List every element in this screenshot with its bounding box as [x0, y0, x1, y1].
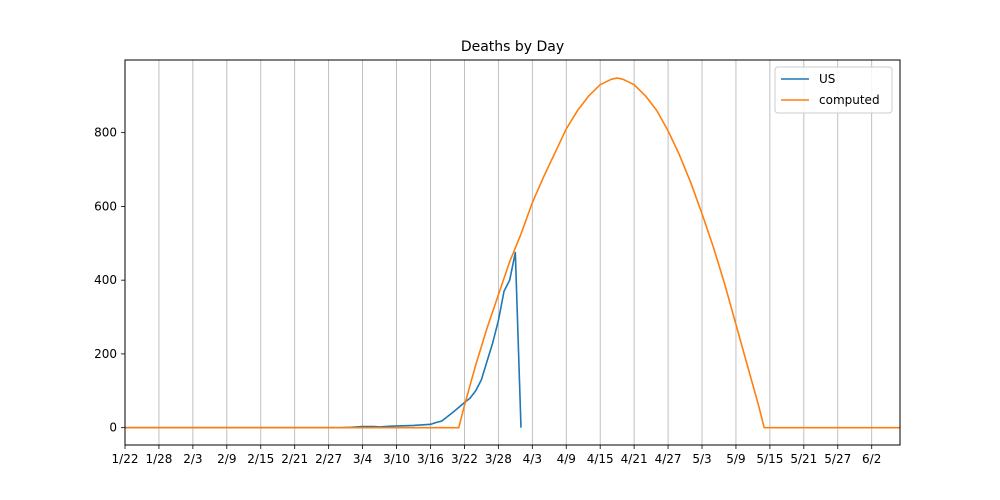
- legend-label-US: US: [819, 72, 835, 86]
- x-tick-label: 6/2: [862, 452, 881, 466]
- x-tick-label: 3/22: [451, 452, 478, 466]
- x-tick-label: 2/21: [281, 452, 308, 466]
- legend-label-computed: computed: [819, 93, 880, 107]
- x-tick-label: 5/3: [692, 452, 711, 466]
- x-tick-label: 5/27: [824, 452, 851, 466]
- x-tick-label: 3/28: [485, 452, 512, 466]
- x-tick-label: 2/3: [183, 452, 202, 466]
- x-tick-label: 3/10: [383, 452, 410, 466]
- grid-layer: [124, 60, 873, 445]
- y-tick-label: 600: [94, 199, 117, 213]
- y-tick-label: 200: [94, 347, 117, 361]
- x-tick-label: 1/22: [112, 452, 139, 466]
- x-tick-label: 2/15: [247, 452, 274, 466]
- y-tick-label: 0: [109, 421, 117, 435]
- chart-title: Deaths by Day: [461, 39, 564, 55]
- x-tick-label: 1/28: [145, 452, 172, 466]
- series-line-computed: [125, 77, 900, 429]
- x-tick-label: 2/27: [315, 452, 342, 466]
- x-tick-label: 5/9: [726, 452, 745, 466]
- x-tick-label: 5/21: [790, 452, 817, 466]
- x-tick-label: 4/27: [655, 452, 682, 466]
- y-tick-label: 400: [94, 273, 117, 287]
- legend: US computed: [774, 66, 893, 114]
- x-tick-label: 4/15: [587, 452, 614, 466]
- series-layer: [125, 77, 900, 429]
- x-tick-label: 2/9: [217, 452, 236, 466]
- tick-layer: 1/22 1/28 2/3 2/9 2/15 2/21 2/27 3/4 3/10 3/16 3/2…: [94, 126, 881, 466]
- y-tick-label: 800: [94, 126, 117, 140]
- x-tick-label: 4/9: [557, 452, 576, 466]
- axes-frame: [124, 59, 901, 446]
- x-tick-label: 3/16: [417, 452, 444, 466]
- x-tick-label: 3/4: [353, 452, 372, 466]
- x-tick-label: 4/21: [621, 452, 648, 466]
- x-tick-label: 5/15: [756, 452, 783, 466]
- x-tick-label: 4/3: [523, 452, 542, 466]
